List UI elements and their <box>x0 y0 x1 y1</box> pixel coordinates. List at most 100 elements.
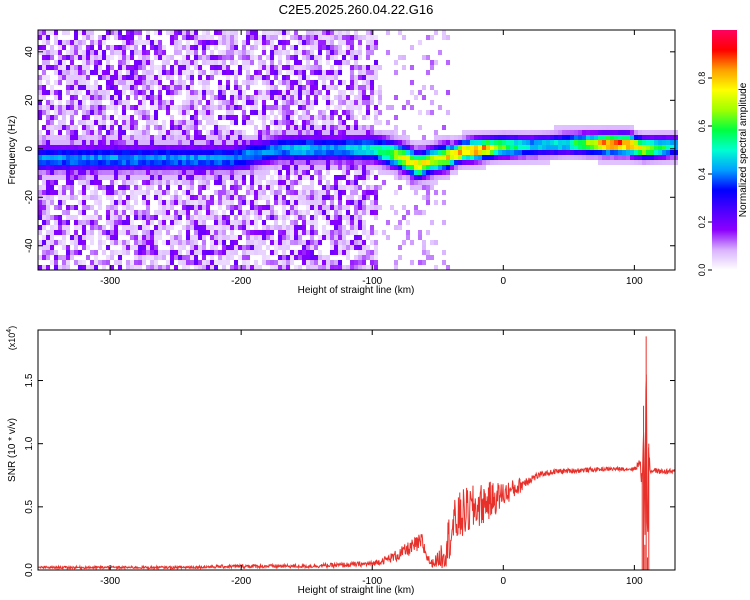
spectrogram-cell <box>106 205 110 210</box>
spectrogram-cell <box>134 225 138 230</box>
spectrogram-cell <box>306 135 310 140</box>
spectrogram-cell <box>274 35 278 40</box>
spectrogram-cell <box>54 255 58 260</box>
spectrogram-cell <box>270 90 274 95</box>
spectrogram-cell <box>610 135 614 140</box>
spectrogram-cell <box>282 215 286 220</box>
spectrogram-cell <box>46 245 50 250</box>
snr-xtick-label: -300 <box>100 576 120 587</box>
spectrogram-cell <box>94 120 98 125</box>
spectrogram-cell <box>194 110 198 115</box>
spectrogram-cell <box>58 45 62 50</box>
spectrogram-cell <box>118 265 122 270</box>
spectrogram-cell <box>230 115 234 120</box>
spectrogram-cell <box>374 120 378 125</box>
spectrogram-cell <box>110 140 114 145</box>
spectrogram-cell <box>294 180 298 185</box>
spectrogram-cell <box>102 230 106 235</box>
spectrogram-cell <box>318 45 322 50</box>
spectrogram-cell <box>266 130 270 135</box>
spectrogram-cell <box>338 40 342 45</box>
spectrogram-cell <box>210 60 214 65</box>
spectrogram-cell <box>270 215 274 220</box>
spectrogram-cell <box>266 115 270 120</box>
spectrogram-cell <box>170 225 174 230</box>
spectrogram-cell <box>494 130 498 135</box>
spectrogram-cell <box>142 115 146 120</box>
spectrogram-cell <box>214 95 218 100</box>
spectrogram-cell <box>214 250 218 255</box>
spectrogram-cell <box>438 105 442 110</box>
spectrogram-cell <box>346 155 350 160</box>
spectrogram-cell <box>174 220 178 225</box>
spectrogram-cell <box>306 245 310 250</box>
spectrogram-cell <box>370 40 374 45</box>
spectrogram-cell <box>234 245 238 250</box>
spectrogram-cell <box>202 50 206 55</box>
spectrogram-cell <box>458 155 462 160</box>
spectrogram-cell <box>94 225 98 230</box>
spectrogram-cell <box>38 50 42 55</box>
spectrogram-cell <box>62 260 66 265</box>
spectrogram-cell <box>390 145 394 150</box>
spectrogram-cell <box>138 150 142 155</box>
spectrogram-cell <box>218 70 222 75</box>
spectrogram-cell <box>582 125 586 130</box>
spectrogram-cell <box>170 150 174 155</box>
spectrogram-cell <box>254 145 258 150</box>
spectrogram-cell <box>326 50 330 55</box>
spectrogram-cell <box>178 250 182 255</box>
spectrogram-cell <box>442 160 446 165</box>
spectrogram-cell <box>166 230 170 235</box>
spectrogram-cell <box>278 70 282 75</box>
spectrogram-cell <box>330 130 334 135</box>
spectrogram-cell <box>54 160 58 165</box>
spectrogram-cell <box>350 115 354 120</box>
spectrogram-cell <box>306 155 310 160</box>
spectrogram-cell <box>238 205 242 210</box>
spectrogram-cell <box>310 135 314 140</box>
spectrogram-cell <box>210 145 214 150</box>
spectrogram-cell <box>310 220 314 225</box>
spectrogram-cell <box>146 240 150 245</box>
spectrogram-cell <box>214 120 218 125</box>
spectrogram-cell <box>146 35 150 40</box>
spectrogram-cell <box>270 95 274 100</box>
spectrogram-cell <box>322 135 326 140</box>
spectrogram-cell <box>354 55 358 60</box>
spectrogram-cell <box>302 100 306 105</box>
spectrogram-cell <box>282 165 286 170</box>
spectrogram-cell <box>162 225 166 230</box>
spectrogram-cell <box>142 220 146 225</box>
spectrogram-cell <box>242 80 246 85</box>
spectrogram-cell <box>286 175 290 180</box>
spectrogram-cell <box>314 120 318 125</box>
spectrogram-cell <box>306 220 310 225</box>
spectrogram-cell <box>306 75 310 80</box>
spectrogram-cell <box>214 55 218 60</box>
spectrogram-cell <box>422 95 426 100</box>
spectrogram-cell <box>310 150 314 155</box>
spectrogram-cell <box>66 220 70 225</box>
spectrogram-cell <box>38 130 42 135</box>
spectrogram-cell <box>274 240 278 245</box>
spectrogram-cell <box>282 80 286 85</box>
spectrogram-cell <box>606 125 610 130</box>
spectrogram-cell <box>374 250 378 255</box>
spectrogram-cell <box>102 265 106 270</box>
spectrogram-cell <box>154 120 158 125</box>
spectrogram-cell <box>618 140 622 145</box>
spectrogram-cell <box>62 145 66 150</box>
spectrogram-cell <box>50 260 54 265</box>
spectrogram-cell <box>214 150 218 155</box>
spectrogram-cell <box>210 155 214 160</box>
spectrogram-cell <box>54 115 58 120</box>
spectrogram-cell <box>290 90 294 95</box>
spectrogram-cell <box>234 145 238 150</box>
spectrogram-cell <box>158 195 162 200</box>
spectrogram-cell <box>62 265 66 270</box>
spectrogram-cell <box>106 90 110 95</box>
spectrogram-cell <box>278 55 282 60</box>
spectrogram-cell <box>166 190 170 195</box>
spectrogram-cell <box>38 150 42 155</box>
